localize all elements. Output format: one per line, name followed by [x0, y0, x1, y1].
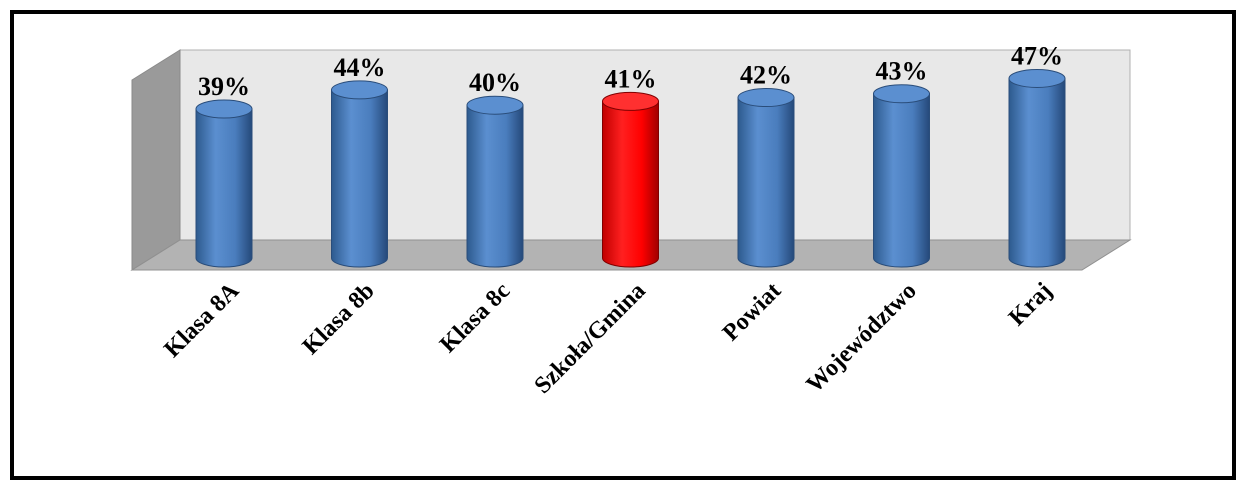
bar-wojew-dztwo: [873, 84, 930, 268]
category-label: Klasa 8A: [159, 277, 244, 362]
bar-top: [195, 99, 253, 119]
category-label: Klasa 8b: [298, 278, 380, 360]
bar-top: [873, 84, 930, 104]
bar-klasa-8b: [331, 80, 388, 268]
category-label: Klasa 8c: [435, 278, 515, 358]
value-label: 42%: [740, 61, 792, 90]
category-labels-group: Klasa 8A Klasa 8b Klasa 8c Szkoła/Gmina Powi…: [159, 277, 1057, 399]
value-label: 40%: [469, 68, 521, 97]
category-label: Kraj: [1004, 278, 1057, 331]
value-label: 41%: [605, 64, 657, 93]
bar-klasa-8c: [466, 95, 524, 268]
value-label: 47%: [1011, 41, 1063, 70]
category-label: Powiat: [718, 278, 786, 346]
bar-body: [466, 104, 524, 268]
value-label: 43%: [876, 57, 928, 86]
bar-body: [602, 100, 659, 268]
bar-powiat: [737, 88, 795, 268]
bar-top: [466, 95, 524, 115]
bar-chart: 39%44%40% 41% 42% 43%47% Klasa 8A Klasa 8b Kl…: [130, 41, 1132, 399]
bar-szko-a-gmina: [602, 91, 659, 268]
bar-kraj: [1008, 68, 1066, 268]
value-label: 44%: [334, 53, 386, 82]
bar-body: [331, 89, 388, 268]
value-label: 39%: [198, 72, 250, 101]
bar-body: [873, 93, 930, 268]
bar-body: [737, 97, 795, 268]
bar-top: [602, 91, 659, 111]
bar-top: [737, 88, 795, 108]
bar-klasa-8a: [195, 99, 253, 268]
bar-body: [1008, 77, 1066, 268]
bar-top: [1008, 68, 1066, 88]
bars-group: [195, 68, 1066, 268]
category-label: Szkoła/Gmina: [530, 278, 651, 399]
bar-body: [195, 108, 253, 268]
value-labels-group: 39% 44% 40% 41% 42% 43% 47%: [198, 41, 1063, 101]
category-label: Województwo: [802, 278, 922, 398]
bar-top: [331, 80, 388, 100]
side-wall: [131, 49, 181, 271]
